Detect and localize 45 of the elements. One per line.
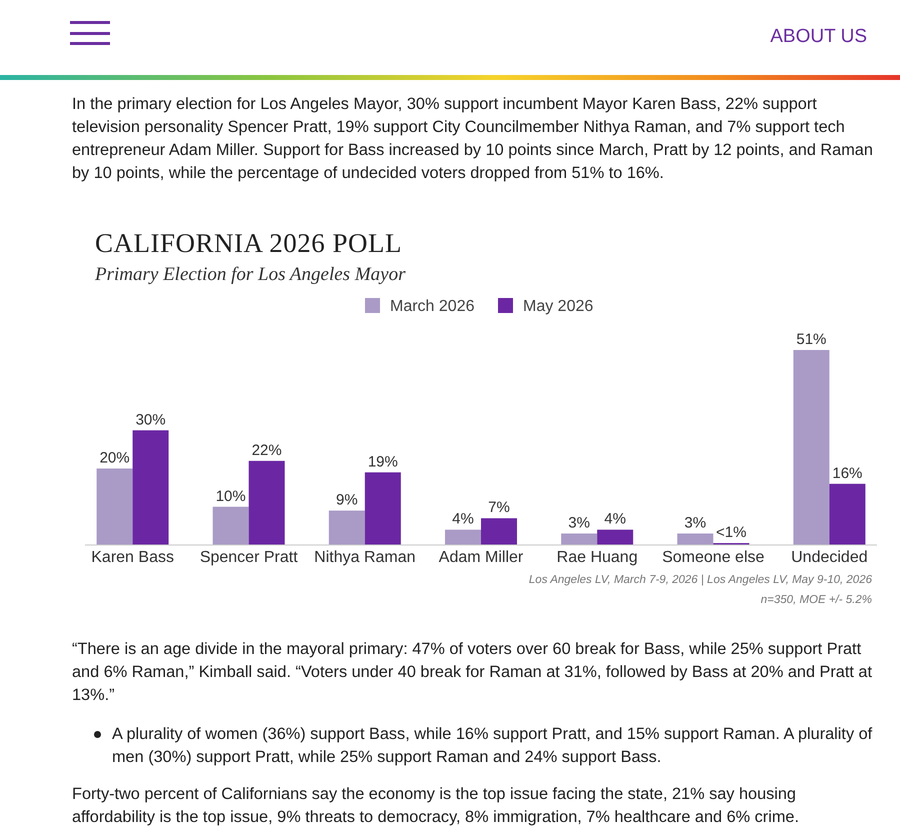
x-tick-label: Karen Bass	[91, 549, 174, 566]
data-label: 9%	[336, 492, 358, 509]
bar	[445, 530, 481, 545]
data-label: 3%	[684, 514, 706, 532]
x-tick-label: Spencer Pratt	[200, 549, 298, 566]
legend-label: March 2026	[390, 298, 475, 315]
data-label: 22%	[252, 442, 282, 459]
bar	[481, 518, 517, 545]
x-tick-label: Nithya Raman	[314, 549, 416, 566]
bar	[328, 510, 365, 545]
text: ABOUT US	[770, 26, 867, 47]
x-tick-label: Adam Miller	[438, 549, 524, 566]
bar	[561, 534, 598, 545]
data-label: 20%	[100, 450, 130, 467]
data-label: 10%	[216, 488, 246, 505]
x-tick-label: Someone else	[662, 549, 764, 566]
x-tick-label: Undecided	[791, 549, 868, 566]
text: Forty-two percent of Californians say the economy is the top issue facing the state, 21% say housing affordability is the top issue, 9% threats to democracy, 8% immigration, 7% healthcare and 6% crime.	[72, 784, 800, 828]
bar	[793, 350, 830, 545]
data-label: 16%	[832, 464, 862, 482]
legend-label: May 2026	[523, 298, 594, 315]
bar	[677, 534, 714, 545]
data-label: 3%	[568, 514, 590, 532]
data-label: 51%	[796, 331, 826, 348]
text: A plurality of women (36%) support Bass, while 16% support Pratt, and 15% support Raman. A plurality of men (30%) support Pratt, while 25% support Raman and 24% support Bass.	[111, 724, 874, 768]
bar	[597, 530, 634, 545]
bar	[96, 468, 133, 545]
text: In the primary election for Los Angeles Mayor, 30% support incumbent Mayor Karen Bass, 22% support television personality Spencer Pratt, 19% support City Councilmember Nithya Raman, and 7% support tech entrepreneur Adam Miller. Support for Bass increased by 10 points since March, Pratt by 12 points, and Raman by 10 points, while the percentage of undecided voters dropped from 51% to 16%.	[72, 94, 874, 184]
bar	[212, 506, 249, 545]
data-label: 4%	[452, 510, 474, 528]
data-label: 7%	[488, 499, 510, 516]
data-label: <1%	[716, 524, 746, 542]
data-label: 4%	[604, 510, 626, 528]
bar	[364, 472, 401, 545]
bar	[829, 484, 866, 545]
data-label: 19%	[368, 453, 398, 470]
text: “There is an age divide in the mayoral primary: 47% of voters over 60 break for Bass, while 25% support Pratt and 6% Raman,” Kimball said. “Voters under 40 break for Raman at 31%, followed by Bass at 20% and Pratt at 13%.”	[72, 639, 874, 706]
text: Los Angeles LV, March 7-9, 2026 | Los Angeles LV, May 9-10, 2026	[528, 574, 873, 586]
bar	[132, 430, 169, 545]
data-label: 30%	[136, 411, 166, 428]
bar	[248, 460, 285, 545]
chart-title: CALIFORNIA 2026 POLL	[95, 228, 402, 258]
chart-subtitle: Primary Election for Los Angeles Mayor	[94, 264, 406, 285]
text: n=350, MOE +/- 5.2%	[760, 594, 872, 606]
x-tick-label: Rae Huang	[556, 549, 638, 566]
